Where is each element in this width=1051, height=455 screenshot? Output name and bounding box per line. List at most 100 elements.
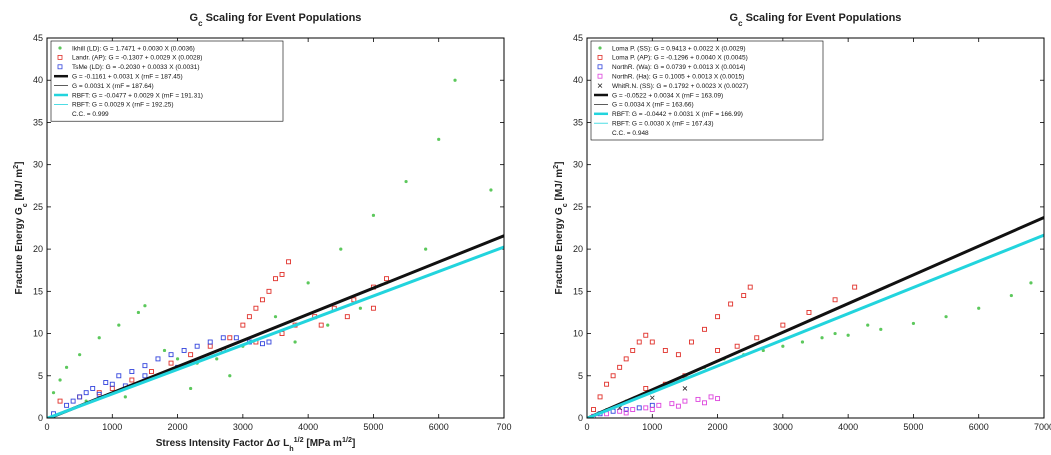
x-tick-label: 5000 bbox=[363, 422, 383, 432]
scatter-point bbox=[96, 391, 102, 397]
scatter-point bbox=[846, 333, 850, 337]
scatter-point bbox=[228, 374, 232, 378]
legend-entry-text: G = -0.0522 + 0.0034 X (rnF = 163.09) bbox=[612, 92, 723, 99]
scatter-point bbox=[233, 335, 239, 341]
scatter-point bbox=[424, 247, 428, 251]
scatter-point bbox=[117, 323, 121, 327]
y-tick-label: 40 bbox=[33, 75, 43, 85]
legend-marker bbox=[58, 46, 62, 50]
scatter-point bbox=[715, 396, 721, 402]
legend: Loma P. (SS): G = 0.9413 + 0.0022 X (0.0… bbox=[590, 40, 824, 141]
scatter-point bbox=[194, 343, 200, 349]
scatter-point bbox=[215, 357, 219, 361]
legend-entry-text: G = 0.0031 X (rnF = 187.64) bbox=[72, 83, 154, 90]
scatter-point bbox=[852, 284, 858, 290]
scatter-point bbox=[944, 315, 948, 319]
y-tick-label: 15 bbox=[33, 286, 43, 296]
scatter-point bbox=[129, 369, 135, 375]
series-4 bbox=[591, 394, 721, 418]
scatter-point bbox=[689, 339, 694, 345]
legend-box bbox=[50, 40, 284, 122]
scatter-point bbox=[911, 321, 916, 326]
y-tick-label: 10 bbox=[573, 329, 583, 339]
scatter-point bbox=[781, 344, 785, 348]
scatter-point bbox=[453, 78, 457, 82]
scatter-point bbox=[97, 336, 101, 340]
scatter-point bbox=[168, 360, 174, 366]
scatter-point bbox=[833, 331, 837, 336]
scatter-point bbox=[747, 284, 753, 290]
scatter-point bbox=[57, 398, 63, 404]
legend-entry-text: G = 0.0034 X (rnF = 163.66) bbox=[612, 102, 694, 109]
scatter-point bbox=[129, 377, 135, 383]
scatter-point bbox=[800, 340, 805, 344]
scatter-point bbox=[123, 395, 127, 399]
series-5 bbox=[617, 386, 688, 411]
scatter-point bbox=[636, 405, 642, 411]
scatter-point bbox=[240, 322, 246, 328]
scatter-point bbox=[636, 339, 642, 345]
scatter-point bbox=[279, 271, 285, 277]
scatter-point bbox=[64, 402, 70, 408]
legend-entry-text: Landr. (AP): G = -0.1307 + 0.0029 X (0.0… bbox=[72, 55, 202, 62]
scatter-point bbox=[358, 306, 362, 310]
scatter-point bbox=[286, 259, 292, 265]
scatter-point bbox=[741, 293, 747, 299]
chart-panel-1: Gc Scaling for Event Populations Fracture… bbox=[11, 12, 512, 453]
legend: Ikhill (LD): G = 1.7471 + 0.0030 X (0.00… bbox=[50, 40, 284, 122]
scatter-point bbox=[604, 381, 610, 387]
legend-entry-text: RBFT: G = 0.0029 X (rnF = 192.25) bbox=[72, 102, 174, 109]
scatter-point bbox=[109, 381, 115, 387]
y-tick-label: 5 bbox=[578, 371, 583, 381]
y-tick-label: 30 bbox=[573, 160, 583, 170]
scatter-point bbox=[630, 347, 636, 353]
scatter-point bbox=[162, 348, 167, 353]
y-axis-label: Fracture Energy Gc [MJ/ m2] bbox=[551, 161, 569, 294]
scatter-point bbox=[695, 396, 701, 402]
scatter-point bbox=[866, 323, 870, 327]
scatter-point bbox=[181, 347, 187, 353]
chart-title: Gc Scaling for Event Populations bbox=[190, 12, 362, 28]
x-tick-label: 5000 bbox=[903, 422, 923, 432]
scatter-point bbox=[643, 385, 649, 391]
scatter-point bbox=[326, 323, 330, 327]
scatter-point bbox=[977, 306, 981, 310]
scatter-point bbox=[273, 276, 278, 282]
scatter-point bbox=[227, 335, 233, 341]
y-tick-label: 20 bbox=[573, 244, 583, 254]
x-tick-label: 0 bbox=[44, 422, 49, 432]
data-layer bbox=[587, 216, 1044, 418]
y-tick-label: 10 bbox=[33, 329, 43, 339]
scatter-point bbox=[675, 352, 681, 358]
scatter-point bbox=[715, 347, 721, 353]
scatter-point bbox=[404, 179, 408, 184]
scatter-point bbox=[630, 407, 636, 413]
scatter-point bbox=[273, 315, 278, 319]
scatter-point bbox=[143, 304, 147, 308]
x-tick-label: 3000 bbox=[233, 422, 253, 432]
scatter-point bbox=[384, 276, 389, 282]
x-tick-label: 6000 bbox=[969, 422, 989, 432]
scatter-point bbox=[371, 213, 376, 217]
scatter-point bbox=[51, 391, 56, 395]
fit-line-2 bbox=[587, 233, 1044, 418]
scatter-point bbox=[306, 281, 310, 285]
y-tick-label: 30 bbox=[33, 160, 43, 170]
scatter-point bbox=[820, 336, 824, 340]
legend-entry-text: RBFT: G = 0.0030 X (rnF = 167.43) bbox=[612, 121, 714, 128]
legend-entry-text: G = -0.1161 + 0.0031 X (rnF = 187.45) bbox=[72, 74, 183, 81]
scatter-point bbox=[116, 373, 122, 379]
scatter-point bbox=[761, 348, 765, 353]
scatter-point bbox=[702, 326, 707, 332]
scatter-point bbox=[437, 137, 441, 141]
scatter-point bbox=[650, 395, 655, 401]
scatter-point bbox=[207, 339, 213, 345]
y-tick-label: 0 bbox=[38, 413, 43, 423]
legend-entry-text: C.C. = 0.999 bbox=[72, 111, 109, 118]
y-tick-label: 25 bbox=[573, 202, 583, 212]
scatter-point bbox=[253, 305, 259, 311]
scatter-point bbox=[168, 352, 174, 358]
y-tick-label: 45 bbox=[33, 33, 43, 43]
scatter-point bbox=[662, 347, 668, 353]
